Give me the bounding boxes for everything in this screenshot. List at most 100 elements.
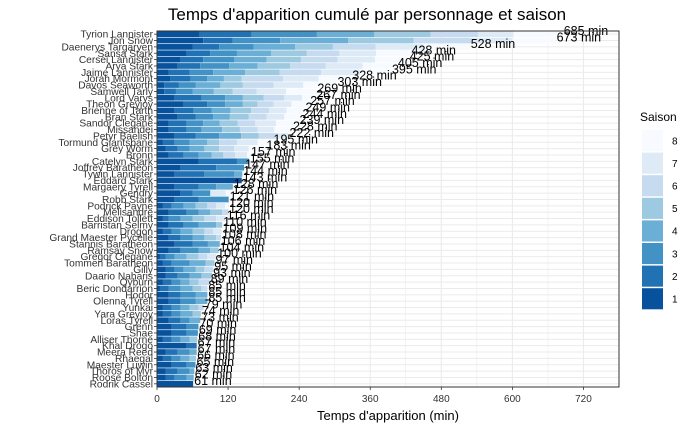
data-label: 269 min <box>317 81 362 95</box>
bar-row <box>157 323 199 330</box>
bar-segment-season-4 <box>180 355 190 362</box>
bar-segment-season-5 <box>216 222 223 228</box>
bar-segment-season-4 <box>180 215 193 222</box>
legend-item: 5 <box>642 197 678 219</box>
legend-item: 1 <box>642 288 678 310</box>
bar-segment-season-6 <box>207 202 217 209</box>
bar-row <box>157 361 196 368</box>
bar-segment-season-7 <box>268 107 287 114</box>
y-tick-label: Melisandre <box>103 208 153 219</box>
bar-segment-season-3 <box>177 349 190 355</box>
bar-segment-season-1 <box>157 298 169 305</box>
bar-segment-season-4 <box>189 139 208 146</box>
bar-segment-season-2 <box>165 145 178 152</box>
bar-segment-season-5 <box>220 82 243 88</box>
bar-segment-season-7 <box>273 82 304 88</box>
bar-segment-season-7 <box>216 215 226 222</box>
bar-segment-season-1 <box>157 279 163 285</box>
bar-segment-season-2 <box>168 247 181 254</box>
bar-segment-season-6 <box>204 215 217 222</box>
bar-segment-season-5 <box>189 279 199 285</box>
bar-segment-season-3 <box>186 323 199 330</box>
bar-segment-season-3 <box>183 222 199 228</box>
bar-segment-season-5 <box>230 107 252 114</box>
bar-segment-season-7 <box>375 44 423 50</box>
y-tick-label: Shae <box>129 328 153 339</box>
bar-row <box>157 152 250 158</box>
bar-segment-season-2 <box>203 37 233 44</box>
bar-segment-season-2 <box>168 317 181 324</box>
data-label: 249 min <box>305 100 350 114</box>
legend-key <box>642 288 663 310</box>
bar-segment-season-6 <box>241 75 284 82</box>
bar-segment-season-1 <box>157 202 163 209</box>
bar-segment-season-4 <box>225 94 243 101</box>
bar-segment-season-3 <box>186 361 196 368</box>
bar-segment-season-4 <box>225 101 243 107</box>
bar-segment-season-1 <box>157 234 169 241</box>
data-label: 62 min <box>195 367 233 381</box>
data-label: 428 min <box>412 43 457 57</box>
y-tick-label: Grey Worm <box>101 144 153 155</box>
bar-segment-season-5 <box>245 69 280 76</box>
bar-segment-season-5 <box>210 209 223 216</box>
bar-segment-season-1 <box>157 368 166 374</box>
legend-label: 6 <box>672 182 678 193</box>
bar-segment-season-7 <box>234 145 249 152</box>
data-label: 147 min <box>245 158 290 172</box>
legend-item: 6 <box>642 175 678 197</box>
bar-segment-season-8 <box>247 152 250 158</box>
x-axis-ticks: 0 120 240 360 480 600 720 <box>154 387 592 405</box>
bar-segment-season-3 <box>204 171 234 177</box>
bar-segment-season-8 <box>274 126 293 133</box>
bar-segment-season-3 <box>210 50 237 57</box>
bar-segment-season-6 <box>216 234 221 241</box>
data-label: 67 min <box>198 336 236 350</box>
bar-segment-season-4 <box>280 37 349 44</box>
y-tick-label: Tommen Baratheon <box>64 259 153 270</box>
y-tick-label: Eddard Stark <box>94 176 154 187</box>
bar-segment-season-3 <box>171 228 181 235</box>
legend-item: 4 <box>642 220 678 242</box>
bar-segment-season-4 <box>234 56 267 63</box>
bar-segment-season-1 <box>157 323 172 330</box>
bar-segment-season-5 <box>242 101 258 107</box>
bar-segment-season-2 <box>168 152 184 158</box>
bar-segment-season-2 <box>168 291 181 298</box>
legend-item: 2 <box>642 265 678 287</box>
y-tick-label: Gregor Clegane <box>81 252 154 263</box>
bar-segment-season-3 <box>183 152 199 158</box>
bar-segment-season-6 <box>413 37 471 44</box>
bar-row <box>157 209 229 216</box>
bar-segment-season-6 <box>248 113 267 120</box>
y-tick-label: Samwell Tarly <box>90 87 154 98</box>
bar-segment-season-2 <box>162 202 172 209</box>
bar-row <box>157 101 310 107</box>
bar-segment-season-3 <box>168 285 181 292</box>
bar-segment-season-2 <box>168 222 184 228</box>
bar-segment-season-2 <box>174 183 199 190</box>
y-tick-label: Bran Stark <box>105 112 154 123</box>
bar-row <box>157 56 409 63</box>
bar-segment-season-4 <box>183 202 196 209</box>
y-tick-label: Missandei <box>107 125 153 136</box>
bar-segment-season-4 <box>195 291 208 298</box>
bar-segment-season-4 <box>180 228 193 235</box>
bar-segment-season-1 <box>157 228 163 235</box>
bar-row <box>157 69 391 76</box>
legend-label: 3 <box>672 249 678 260</box>
bar-segment-season-7 <box>255 120 277 127</box>
data-label: 239 min <box>300 113 345 127</box>
bar-row <box>157 222 223 228</box>
bar-row <box>157 368 195 374</box>
bar-segment-season-8 <box>225 202 229 209</box>
bar-segment-season-6 <box>251 107 269 114</box>
legend-label: 1 <box>672 295 678 306</box>
data-label: 143 min <box>243 170 288 184</box>
bar-segment-season-3 <box>177 272 190 279</box>
bar-segment-season-6 <box>232 88 257 95</box>
legend-label: 2 <box>672 272 678 283</box>
bar-segment-season-6 <box>257 101 274 107</box>
y-tick-label: Barristan Selmy <box>81 220 154 231</box>
